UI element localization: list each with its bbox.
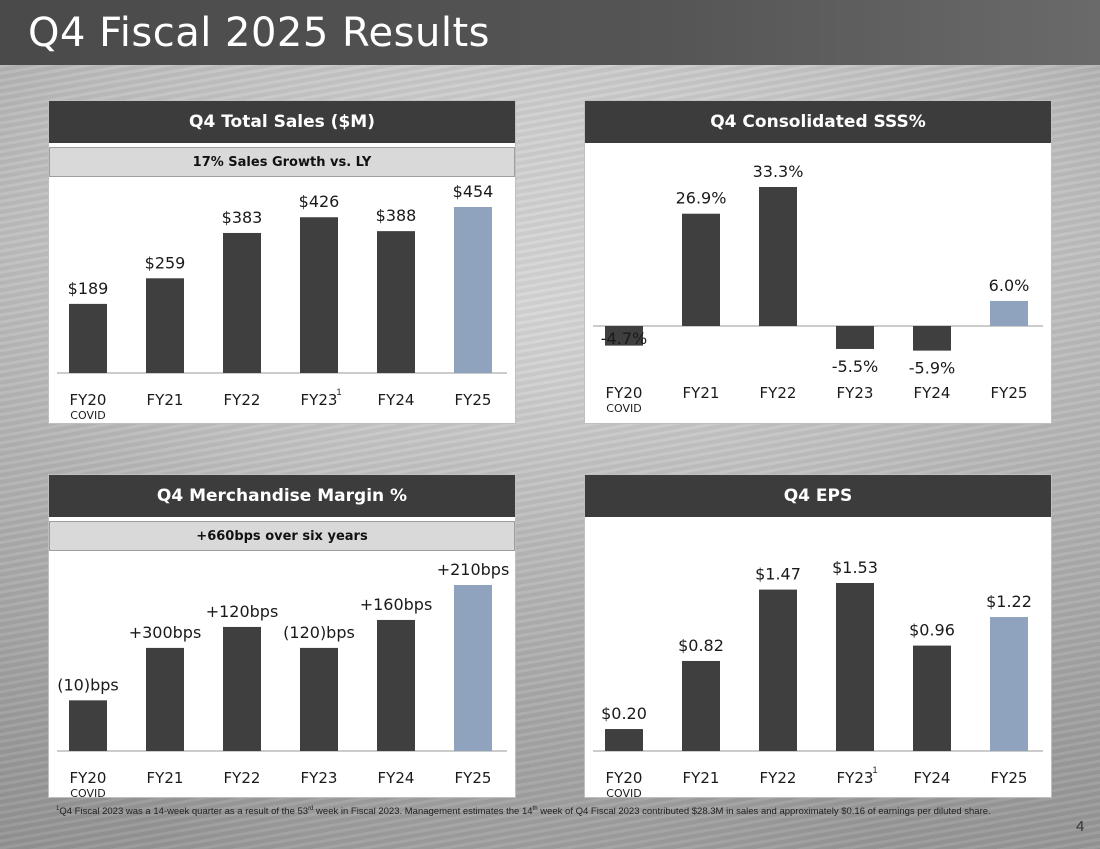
sss-category-label: FY23: [837, 384, 874, 402]
sss-value-label: -4.7%: [601, 329, 647, 348]
eps-bar: [605, 729, 643, 751]
sss-bar: [913, 326, 951, 351]
sss-category-label: FY21: [683, 384, 720, 402]
margin-panel: Q4 Merchandise Margin % +660bps over six…: [48, 474, 516, 798]
footnote: 1Q4 Fiscal 2023 was a 14-week quarter as…: [56, 806, 991, 818]
sss-bar: [990, 300, 1028, 326]
sales-bar: [223, 232, 261, 373]
sales-category-label: FY20: [70, 391, 107, 409]
margin-callout: +660bps over six years: [49, 521, 515, 551]
sss-bar: [682, 213, 720, 326]
sales-panel: Q4 Total Sales ($M) 17% Sales Growth vs.…: [48, 100, 516, 424]
margin-category-label: FY24: [378, 769, 415, 787]
margin-bar: [146, 647, 184, 751]
sales-footnote-marker: 1: [336, 387, 341, 397]
sales-category-label: FY23: [301, 391, 338, 409]
page-title: Q4 Fiscal 2025 Results: [28, 10, 490, 56]
margin-category-label: FY23: [301, 769, 338, 787]
sss-category-label: FY24: [914, 384, 951, 402]
margin-bar: [377, 619, 415, 751]
margin-panel-title: Q4 Merchandise Margin %: [49, 475, 515, 517]
sss-category-label: FY20: [606, 384, 643, 402]
eps-value-label: $0.82: [678, 636, 724, 655]
sales-value-label: $388: [376, 206, 417, 225]
title-bar: Q4 Fiscal 2025 Results: [0, 0, 1100, 65]
margin-value-label: (120)bps: [283, 623, 355, 642]
eps-footnote-marker: 1: [872, 765, 877, 775]
sales-panel-title: Q4 Total Sales ($M): [49, 101, 515, 143]
eps-bar: [990, 617, 1028, 751]
margin-bar: [300, 647, 338, 751]
sales-value-label: $189: [68, 279, 109, 298]
eps-covid-label: COVID: [606, 787, 641, 797]
eps-bar: [682, 660, 720, 751]
margin-bar: [69, 700, 107, 751]
eps-bar: [836, 583, 874, 751]
page-number: 4: [1076, 818, 1085, 835]
eps-value-label: $0.20: [601, 704, 647, 723]
sales-value-label: $383: [222, 208, 263, 227]
sss-category-label: FY22: [760, 384, 797, 402]
sales-category-label: FY25: [455, 391, 492, 409]
sales-bar: [300, 217, 338, 373]
sss-panel-title: Q4 Consolidated SSS%: [585, 101, 1051, 143]
margin-value-label: +160bps: [360, 595, 433, 614]
sss-covid-label: COVID: [606, 402, 641, 415]
eps-bar: [759, 589, 797, 751]
sales-category-label: FY21: [147, 391, 184, 409]
margin-category-label: FY20: [70, 769, 107, 787]
sales-bar: [69, 303, 107, 373]
eps-category-label: FY21: [683, 769, 720, 787]
sales-growth-callout: 17% Sales Growth vs. LY: [49, 147, 515, 177]
margin-value-label: +120bps: [206, 602, 279, 621]
sss-value-label: 33.3%: [753, 162, 804, 181]
eps-category-label: FY25: [991, 769, 1028, 787]
margin-value-label: +300bps: [129, 623, 202, 642]
margin-bar: [223, 626, 261, 751]
sss-value-label: -5.9%: [909, 359, 955, 378]
sales-category-label: FY22: [224, 391, 261, 409]
eps-value-label: $1.47: [755, 565, 801, 584]
margin-value-label: +210bps: [437, 560, 510, 579]
sales-bar: [146, 278, 184, 373]
eps-category-label: FY22: [760, 769, 797, 787]
margin-category-label: FY25: [455, 769, 492, 787]
sss-value-label: -5.5%: [832, 357, 878, 376]
eps-category-label: FY24: [914, 769, 951, 787]
margin-covid-label: COVID: [70, 787, 105, 797]
eps-value-label: $1.22: [986, 592, 1032, 611]
sss-value-label: 6.0%: [989, 276, 1030, 295]
sss-category-label: FY25: [991, 384, 1028, 402]
sales-bar: [377, 231, 415, 373]
eps-value-label: $0.96: [909, 621, 955, 640]
sss-panel: Q4 Consolidated SSS% -4.7% FY20 COVID 26.9%…: [584, 100, 1052, 424]
sss-bar: [836, 326, 874, 349]
sss-value-label: 26.9%: [676, 189, 727, 208]
sales-covid-label: COVID: [70, 409, 105, 422]
margin-bar: [454, 585, 492, 751]
eps-category-label: FY20: [606, 769, 643, 787]
margin-category-label: FY22: [224, 769, 261, 787]
sales-bar: [454, 207, 492, 373]
sales-value-label: $454: [453, 182, 494, 201]
eps-value-label: $1.53: [832, 558, 878, 577]
margin-category-label: FY21: [147, 769, 184, 787]
footnote-marker: 1: [56, 806, 60, 812]
eps-bar: [913, 645, 951, 751]
sales-category-label: FY24: [378, 391, 415, 409]
margin-value-label: (10)bps: [57, 675, 119, 694]
sss-bar: [759, 187, 797, 326]
sss-bar: [605, 326, 643, 346]
sales-value-label: $426: [299, 192, 340, 211]
eps-panel-title: Q4 EPS: [585, 475, 1051, 517]
sales-value-label: $259: [145, 253, 186, 272]
eps-category-label: FY23: [837, 769, 874, 787]
eps-panel: Q4 EPS $0.20 FY20 COVID $0.82 FY21 $1.47 FY22 $…: [584, 474, 1052, 798]
